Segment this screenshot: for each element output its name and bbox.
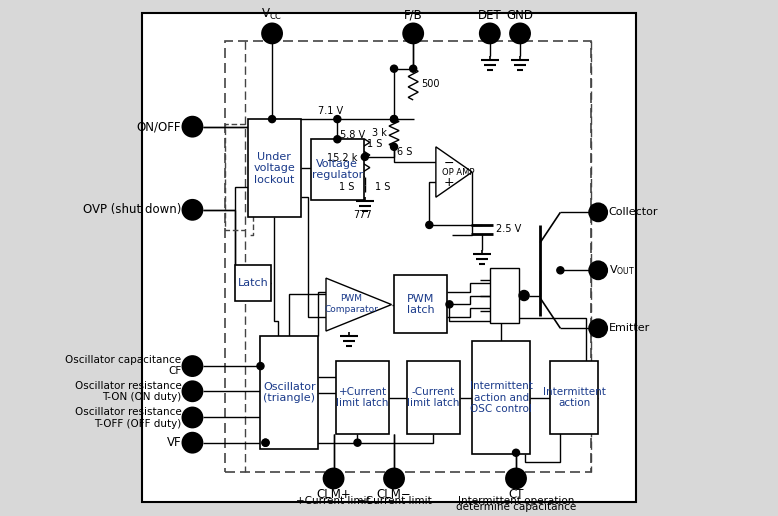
Circle shape: [182, 356, 202, 376]
Circle shape: [257, 363, 264, 369]
Circle shape: [391, 143, 398, 150]
Circle shape: [446, 301, 453, 308]
Bar: [550, 361, 598, 434]
Circle shape: [506, 469, 526, 489]
Circle shape: [589, 203, 608, 221]
Circle shape: [403, 23, 423, 43]
Text: 777: 777: [353, 210, 372, 220]
Text: Intermittent operation: Intermittent operation: [457, 495, 574, 506]
Bar: [225, 41, 591, 472]
Text: OP AMP: OP AMP: [443, 168, 475, 176]
Circle shape: [391, 116, 398, 123]
Text: 15.2 k: 15.2 k: [327, 153, 357, 163]
Circle shape: [262, 439, 269, 446]
Text: Comparator: Comparator: [324, 305, 378, 314]
Text: V$_{\rm CC}$: V$_{\rm CC}$: [261, 7, 282, 22]
Text: 7.1 V: 7.1 V: [318, 106, 344, 116]
Text: V$_{\rm OUT}$: V$_{\rm OUT}$: [608, 263, 635, 277]
Text: Intermittent
action: Intermittent action: [543, 387, 605, 408]
Circle shape: [391, 65, 398, 72]
Circle shape: [589, 261, 608, 279]
Text: −Current limit: −Current limit: [356, 495, 432, 506]
Text: determine capacitance: determine capacitance: [456, 502, 576, 512]
Text: Oscillator
(triangle): Oscillator (triangle): [263, 382, 316, 404]
Text: Oscillator capacitance: Oscillator capacitance: [65, 355, 181, 365]
Text: 2.5 V: 2.5 V: [496, 224, 521, 234]
Bar: [261, 336, 318, 449]
Bar: [407, 361, 460, 434]
Circle shape: [589, 319, 608, 337]
Circle shape: [384, 469, 404, 489]
Circle shape: [182, 200, 202, 220]
Text: GND: GND: [506, 9, 534, 22]
Bar: [490, 268, 519, 323]
Circle shape: [324, 469, 344, 489]
Circle shape: [182, 432, 202, 453]
Text: T-OFF (OFF duty): T-OFF (OFF duty): [94, 418, 181, 428]
Text: VF: VF: [166, 436, 181, 449]
Text: +: +: [443, 175, 454, 189]
Text: Voltage
regulator: Voltage regulator: [312, 159, 363, 180]
Text: CLM−: CLM−: [377, 488, 412, 501]
Circle shape: [557, 267, 564, 274]
Bar: [311, 139, 364, 200]
Circle shape: [361, 153, 368, 160]
Text: +Current
limit latch: +Current limit latch: [336, 387, 389, 408]
Text: CT: CT: [508, 488, 524, 501]
Circle shape: [262, 439, 269, 446]
Bar: [248, 119, 301, 217]
Circle shape: [182, 381, 202, 401]
Circle shape: [519, 291, 529, 300]
Text: −: −: [443, 156, 454, 169]
Circle shape: [334, 116, 341, 123]
Text: 3 k: 3 k: [372, 128, 387, 138]
Text: 1 S: 1 S: [339, 182, 355, 192]
Text: T-ON (ON duty): T-ON (ON duty): [102, 392, 181, 402]
Circle shape: [426, 221, 433, 229]
Text: Intermittent
action and
OSC control: Intermittent action and OSC control: [470, 381, 533, 414]
Text: F/B: F/B: [404, 9, 422, 22]
Bar: [235, 265, 271, 300]
Text: CLM+: CLM+: [316, 488, 351, 501]
Text: PWM
latch: PWM latch: [407, 294, 434, 315]
Text: Oscillator resistance: Oscillator resistance: [75, 408, 181, 417]
Polygon shape: [326, 278, 391, 331]
Text: +Current limit: +Current limit: [296, 495, 371, 506]
Bar: [472, 341, 530, 454]
Text: -Current
limit latch: -Current limit latch: [407, 387, 459, 408]
Text: Emitter: Emitter: [608, 323, 650, 333]
Circle shape: [391, 116, 398, 123]
Text: Oscillator resistance: Oscillator resistance: [75, 381, 181, 391]
Circle shape: [182, 408, 202, 428]
Circle shape: [510, 23, 530, 43]
Circle shape: [513, 449, 520, 456]
Polygon shape: [436, 147, 472, 197]
Circle shape: [262, 23, 282, 43]
Text: 1 S: 1 S: [367, 139, 383, 149]
Bar: [336, 361, 389, 434]
Text: CF: CF: [168, 366, 181, 376]
Text: DET: DET: [478, 9, 502, 22]
Text: Under
voltage
lockout: Under voltage lockout: [254, 152, 295, 185]
Circle shape: [334, 136, 341, 143]
Text: Collector: Collector: [608, 207, 658, 217]
Circle shape: [182, 117, 202, 137]
Circle shape: [354, 439, 361, 446]
Text: 1 S: 1 S: [375, 182, 391, 192]
Text: 6 S: 6 S: [397, 147, 412, 157]
Text: ON/OFF: ON/OFF: [137, 120, 181, 133]
Circle shape: [410, 65, 417, 72]
Text: 500: 500: [421, 79, 440, 89]
Circle shape: [480, 23, 500, 43]
Text: 5.8 V: 5.8 V: [340, 130, 365, 140]
Bar: [394, 276, 447, 333]
Circle shape: [268, 116, 275, 123]
Text: OVP (shut down): OVP (shut down): [83, 203, 181, 216]
Text: Latch: Latch: [237, 278, 268, 288]
Text: PWM: PWM: [340, 294, 363, 303]
